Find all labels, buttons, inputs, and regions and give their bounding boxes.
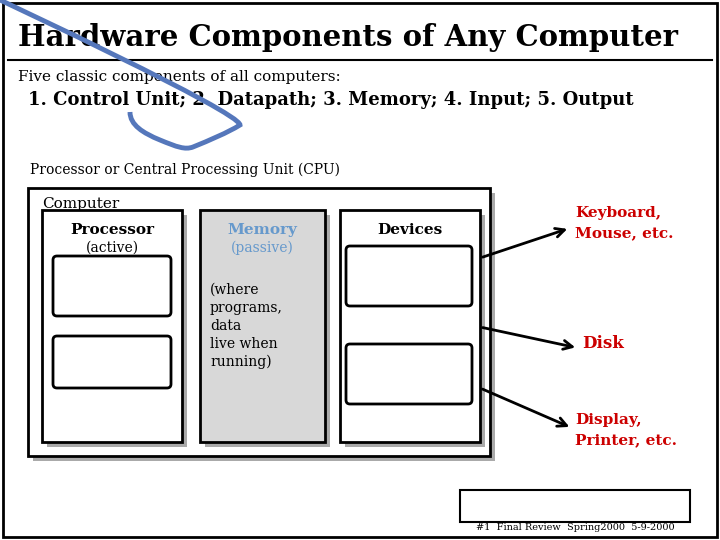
Text: EECC550 - Shaaban: EECC550 - Shaaban bbox=[467, 499, 684, 517]
FancyBboxPatch shape bbox=[346, 344, 472, 404]
Text: Unit: Unit bbox=[95, 288, 129, 302]
FancyBboxPatch shape bbox=[353, 253, 471, 305]
FancyBboxPatch shape bbox=[460, 490, 690, 522]
FancyBboxPatch shape bbox=[205, 215, 330, 447]
Text: Printer, etc.: Printer, etc. bbox=[575, 433, 677, 447]
FancyBboxPatch shape bbox=[53, 336, 171, 388]
FancyBboxPatch shape bbox=[3, 3, 717, 537]
FancyBboxPatch shape bbox=[340, 210, 480, 442]
FancyBboxPatch shape bbox=[60, 343, 170, 387]
Text: Display,: Display, bbox=[575, 413, 642, 427]
FancyBboxPatch shape bbox=[353, 351, 471, 403]
Text: (where: (where bbox=[210, 283, 259, 297]
FancyBboxPatch shape bbox=[42, 210, 182, 442]
FancyBboxPatch shape bbox=[200, 210, 325, 442]
Text: live when: live when bbox=[210, 337, 278, 351]
Text: Processor or Central Processing Unit (CPU): Processor or Central Processing Unit (CP… bbox=[30, 163, 340, 177]
FancyBboxPatch shape bbox=[345, 215, 485, 447]
Text: #1  Final Review  Spring2000  5-9-2000: #1 Final Review Spring2000 5-9-2000 bbox=[476, 523, 675, 532]
FancyBboxPatch shape bbox=[28, 188, 490, 456]
Text: Hardware Components of Any Computer: Hardware Components of Any Computer bbox=[18, 24, 678, 52]
FancyBboxPatch shape bbox=[53, 256, 171, 316]
Text: 1. Control Unit; 2. Datapath; 3. Memory; 4. Input; 5. Output: 1. Control Unit; 2. Datapath; 3. Memory;… bbox=[28, 91, 634, 109]
Text: Input: Input bbox=[385, 269, 433, 283]
Text: Datapath: Datapath bbox=[76, 355, 148, 369]
FancyBboxPatch shape bbox=[33, 193, 495, 461]
Text: data: data bbox=[210, 319, 241, 333]
Text: Mouse, etc.: Mouse, etc. bbox=[575, 226, 673, 240]
Text: (active): (active) bbox=[86, 241, 138, 255]
FancyBboxPatch shape bbox=[346, 246, 472, 306]
Text: Control: Control bbox=[83, 270, 141, 284]
Text: Disk: Disk bbox=[582, 334, 624, 352]
Text: Processor: Processor bbox=[70, 223, 154, 237]
Text: (passive): (passive) bbox=[231, 241, 294, 255]
Text: programs,: programs, bbox=[210, 301, 283, 315]
FancyBboxPatch shape bbox=[47, 215, 187, 447]
Text: Five classic components of all computers:: Five classic components of all computers… bbox=[18, 70, 341, 84]
Text: Computer: Computer bbox=[42, 197, 120, 211]
Text: running): running) bbox=[210, 355, 271, 369]
Text: Devices: Devices bbox=[377, 223, 443, 237]
Text: Memory: Memory bbox=[228, 223, 297, 237]
Text: Keyboard,: Keyboard, bbox=[575, 206, 661, 220]
FancyBboxPatch shape bbox=[60, 263, 170, 315]
Text: Output: Output bbox=[379, 367, 439, 381]
